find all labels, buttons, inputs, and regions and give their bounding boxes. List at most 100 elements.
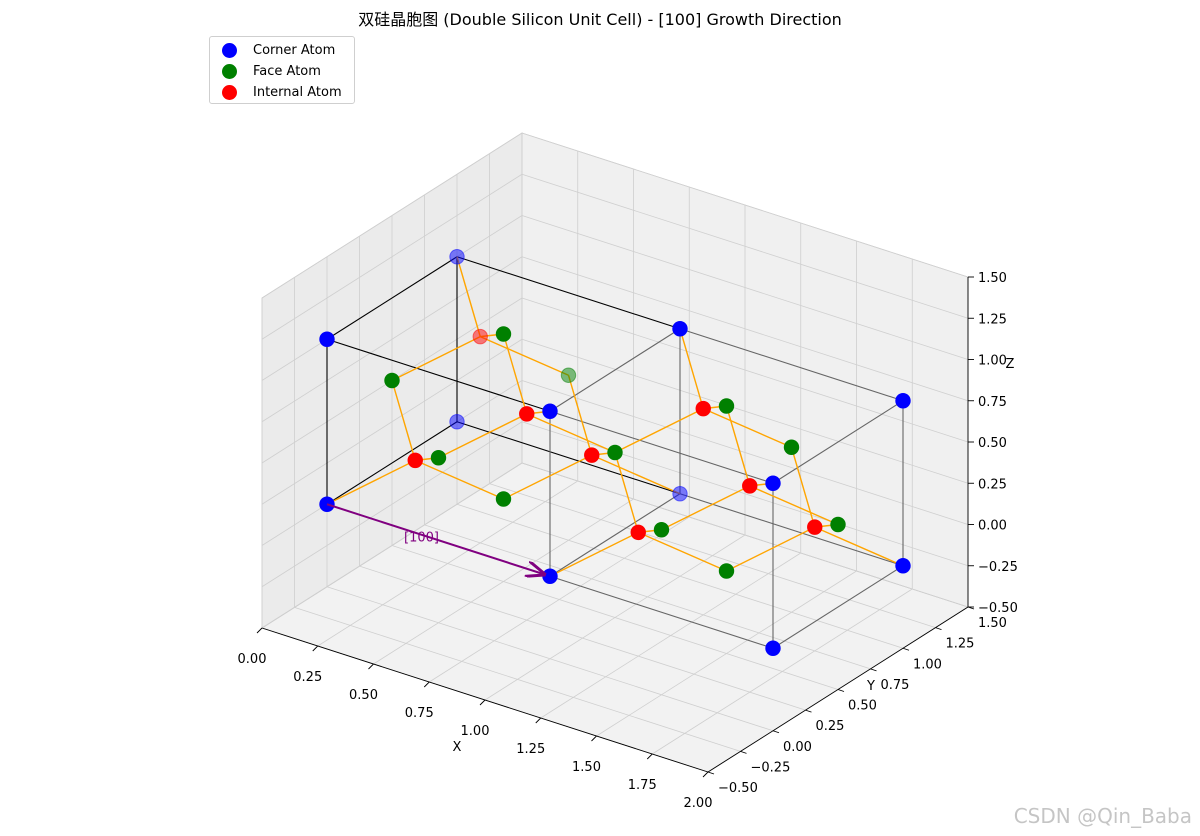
grid-line (261, 462, 523, 629)
bond (614, 452, 639, 533)
y-tick-mark (740, 750, 747, 754)
face-atom (718, 563, 735, 579)
grid-line (261, 421, 523, 588)
y-tick-label: 0.25 (816, 719, 845, 734)
cell-edge (456, 421, 681, 495)
grid-line (489, 483, 936, 629)
grid-line (294, 606, 741, 752)
cell-edge (326, 256, 458, 340)
x-tick-label: 0.25 (293, 670, 322, 685)
z-tick-label: 0.50 (978, 436, 1007, 451)
y-tick-label: 1.00 (913, 657, 942, 672)
bond (456, 256, 481, 337)
direction-annotation: [100] (326, 503, 544, 574)
cell-edge (549, 328, 681, 412)
corner-atom (542, 403, 558, 419)
face-atom (718, 398, 735, 414)
y-tick-mark (902, 647, 910, 651)
x-tick-mark (423, 681, 430, 688)
bond (549, 531, 639, 577)
internal-atom (407, 452, 423, 469)
bond (790, 447, 816, 528)
corner-atom (449, 414, 465, 430)
bond (502, 333, 528, 415)
bond (526, 413, 616, 454)
x-tick-label: 2.00 (684, 796, 713, 811)
y-tick-mark (707, 771, 715, 775)
corner-atom (765, 475, 781, 491)
face-atom (430, 450, 447, 466)
legend-label-face: Face Atom (253, 63, 321, 79)
bond (479, 335, 569, 376)
x-tick-mark (535, 717, 542, 724)
grid-line (391, 545, 839, 690)
y-tick-mark (805, 709, 812, 713)
bond (391, 380, 416, 461)
bonds (326, 256, 904, 577)
bond (661, 485, 751, 531)
legend: Corner Atom Face Atom Internal Atom (209, 36, 355, 104)
legend-marker-face (222, 63, 237, 79)
x-tick-label: 1.00 (461, 724, 490, 739)
y-tick-mark (935, 627, 942, 631)
internal-atom (807, 519, 823, 535)
cell-edge (549, 410, 774, 484)
x-tick-mark (479, 699, 486, 706)
y-tick-mark (837, 689, 845, 692)
grid-line (261, 338, 523, 505)
cell-edge (549, 493, 681, 577)
x-tick-label: 0.50 (349, 688, 378, 703)
cell-edge (326, 338, 551, 412)
z-tick-label: 1.25 (978, 312, 1007, 327)
y-tick-label: 1.50 (978, 616, 1007, 631)
internal-atom (695, 400, 711, 417)
z-tick-label: 0.25 (978, 477, 1007, 492)
cell-edge (772, 400, 904, 484)
legend-marker-internal (222, 84, 237, 100)
z-tick-label: 0.00 (978, 519, 1007, 534)
x-tick-label: 0.75 (405, 706, 434, 721)
x-tick-mark (646, 753, 653, 760)
y-tick-label: 1.25 (946, 637, 975, 652)
x-tick-label: 0.00 (238, 652, 267, 667)
grid-line (521, 256, 969, 402)
grid-line (521, 215, 969, 360)
x-tick-mark (702, 771, 709, 778)
grid-line (521, 297, 969, 443)
internal-atom (584, 447, 600, 463)
watermark: CSDN @Qin_Baba (1013, 804, 1192, 828)
cell-edge (772, 565, 904, 649)
y-tick-mark (772, 730, 780, 734)
y-tick-label: −0.50 (718, 781, 758, 796)
face-atom (783, 439, 800, 455)
grid-line (456, 503, 904, 649)
z-tick-label: −0.25 (978, 560, 1018, 575)
y-tick-label: 0.00 (783, 740, 812, 755)
grid-line (521, 462, 969, 608)
face-atom (384, 372, 400, 389)
grid-line (521, 338, 969, 484)
y-tick-label: −0.25 (751, 760, 791, 775)
corner-atom (672, 486, 688, 502)
grid-line (521, 421, 969, 567)
bond (503, 454, 593, 500)
grid-line (521, 132, 969, 278)
face-atom (560, 367, 577, 383)
x-tick-label: 1.50 (572, 760, 601, 775)
y-tick-label: 0.75 (881, 678, 910, 693)
grid-line (521, 380, 969, 525)
corner-atom (449, 249, 465, 265)
y-axis-label: Y (866, 679, 875, 694)
bond (702, 407, 792, 448)
corner-atom (895, 558, 911, 574)
internal-atom (519, 406, 535, 422)
bond (614, 407, 704, 454)
cell-edge (326, 421, 458, 505)
bond (726, 526, 816, 572)
x-axis-label: X (453, 740, 462, 755)
legend-item-face: Face Atom (222, 61, 321, 81)
corner-atom (895, 393, 911, 409)
grid-line (521, 173, 969, 319)
atoms (319, 249, 911, 656)
